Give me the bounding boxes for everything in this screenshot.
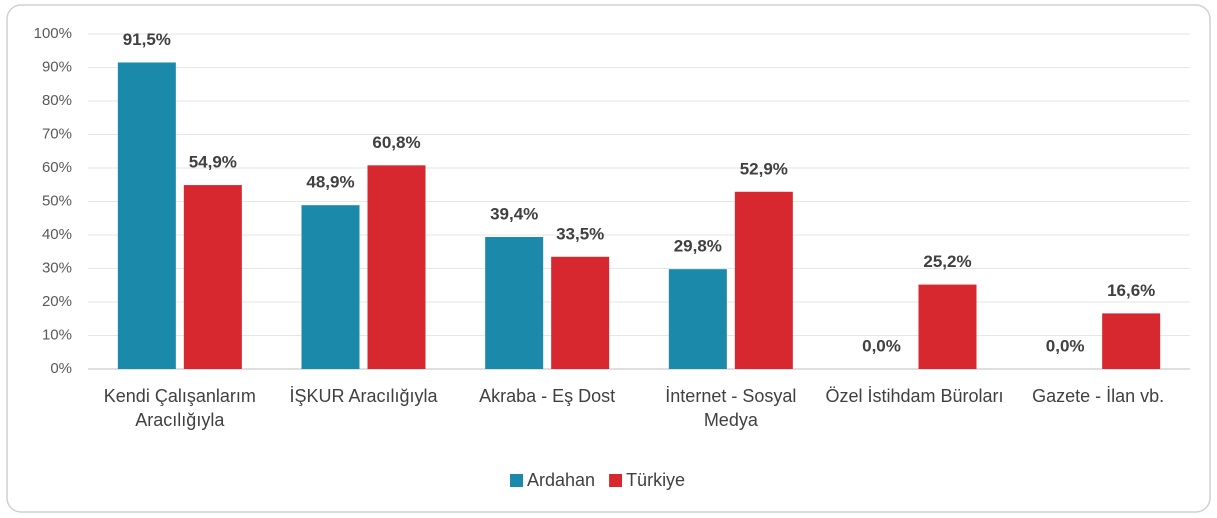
value-label: 91,5% bbox=[123, 30, 171, 49]
x-tick-label: İŞKUR Aracılığıyla bbox=[289, 386, 438, 406]
y-tick-label: 70% bbox=[42, 125, 72, 142]
value-label: 16,6% bbox=[1107, 281, 1155, 300]
y-tick-label: 50% bbox=[42, 192, 72, 209]
y-tick-label: 30% bbox=[42, 259, 72, 276]
y-tick-label: 10% bbox=[42, 326, 72, 343]
y-tick-label: 20% bbox=[42, 293, 72, 310]
x-tick-label: Akraba - Eş Dost bbox=[479, 386, 616, 406]
bar bbox=[485, 237, 544, 369]
bar bbox=[734, 191, 793, 369]
value-label: 33,5% bbox=[556, 224, 604, 243]
value-label: 0,0% bbox=[1046, 336, 1085, 355]
legend-label: Türkiye bbox=[626, 470, 685, 490]
value-label: 39,4% bbox=[490, 204, 538, 223]
bar bbox=[668, 269, 727, 369]
y-tick-label: 0% bbox=[50, 360, 72, 377]
bar bbox=[367, 165, 426, 369]
y-tick-label: 80% bbox=[42, 92, 72, 109]
y-tick-label: 60% bbox=[42, 159, 72, 176]
y-tick-label: 100% bbox=[34, 25, 72, 42]
bar bbox=[551, 256, 610, 369]
value-label: 29,8% bbox=[674, 237, 722, 256]
x-tick-label: İnternet - Sosyal Medya bbox=[665, 386, 797, 430]
bar bbox=[301, 205, 360, 369]
x-tick-label: Özel İstihdam Büroları bbox=[825, 386, 1004, 406]
bar bbox=[183, 185, 242, 369]
x-tick-label: Gazete - İlan vb. bbox=[1032, 386, 1165, 406]
legend-label: Ardahan bbox=[527, 470, 595, 490]
value-label: 25,2% bbox=[923, 252, 971, 271]
value-label: 0,0% bbox=[862, 336, 901, 355]
value-label: 48,9% bbox=[306, 173, 354, 192]
y-tick-label: 90% bbox=[42, 58, 72, 75]
bar bbox=[918, 284, 977, 369]
legend-swatch bbox=[609, 474, 623, 487]
value-label: 52,9% bbox=[740, 159, 788, 178]
value-label: 54,9% bbox=[189, 153, 237, 172]
y-tick-label: 40% bbox=[42, 226, 72, 243]
value-label: 60,8% bbox=[372, 133, 420, 152]
legend-swatch bbox=[510, 474, 523, 487]
bar bbox=[1102, 313, 1161, 369]
x-tick-label: Kendi Çalışanlarım Aracılığıyla bbox=[103, 386, 256, 430]
bar bbox=[117, 62, 176, 369]
